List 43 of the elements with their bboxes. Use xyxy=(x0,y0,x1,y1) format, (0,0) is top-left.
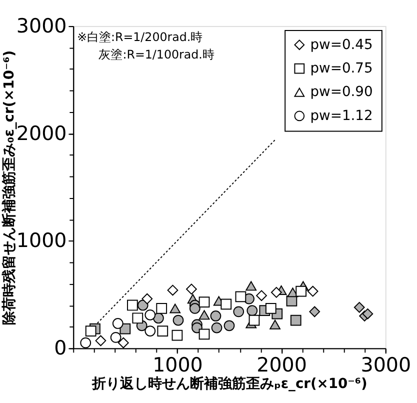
legend-label: pw=1.12 xyxy=(310,108,373,124)
x-axis-title: 折り返し時せん断補強筋歪みₚε_cr(×10⁻⁶) xyxy=(91,375,368,392)
annotation: ※白塗:R=1/200rad.時 xyxy=(77,30,203,44)
y-tick-label: 2000 xyxy=(16,122,67,145)
x-tick-label: 1000 xyxy=(152,353,203,376)
point xyxy=(192,322,202,334)
point xyxy=(235,291,246,302)
point xyxy=(362,308,374,320)
legend-label: pw=0.45 xyxy=(310,36,373,53)
point xyxy=(246,305,258,316)
point xyxy=(220,298,232,310)
y-tick-label: 1000 xyxy=(16,229,67,252)
point xyxy=(170,304,181,314)
point xyxy=(296,286,307,297)
legend-label: pw=0.75 xyxy=(310,60,373,76)
x-tick-label: 3000 xyxy=(360,353,412,376)
point xyxy=(309,306,320,318)
point xyxy=(211,322,222,334)
point xyxy=(120,323,131,334)
point xyxy=(224,320,235,332)
point xyxy=(265,303,276,314)
annotation: 灰塗:R=1/100rad.時 xyxy=(98,48,214,62)
point xyxy=(112,318,124,329)
point xyxy=(85,326,96,336)
legend-label: pw=0.90 xyxy=(310,84,373,100)
x-tick-label: 2000 xyxy=(256,353,307,376)
point xyxy=(172,330,183,341)
point xyxy=(248,314,260,326)
point xyxy=(354,302,365,313)
point xyxy=(210,310,222,322)
point xyxy=(198,328,210,340)
point xyxy=(233,306,244,318)
point xyxy=(172,314,184,326)
y-tick-label: 3000 xyxy=(16,14,67,38)
y-tick-label: 0 xyxy=(54,336,67,360)
point xyxy=(270,320,280,330)
y-axis-title: 除荷時残留せん断補強筋歪み₀ε_cr(×10⁻⁶) xyxy=(0,50,18,325)
point xyxy=(157,326,168,336)
point xyxy=(246,281,257,291)
point xyxy=(132,312,144,324)
point xyxy=(189,303,200,314)
point xyxy=(290,314,302,326)
point xyxy=(198,310,210,320)
